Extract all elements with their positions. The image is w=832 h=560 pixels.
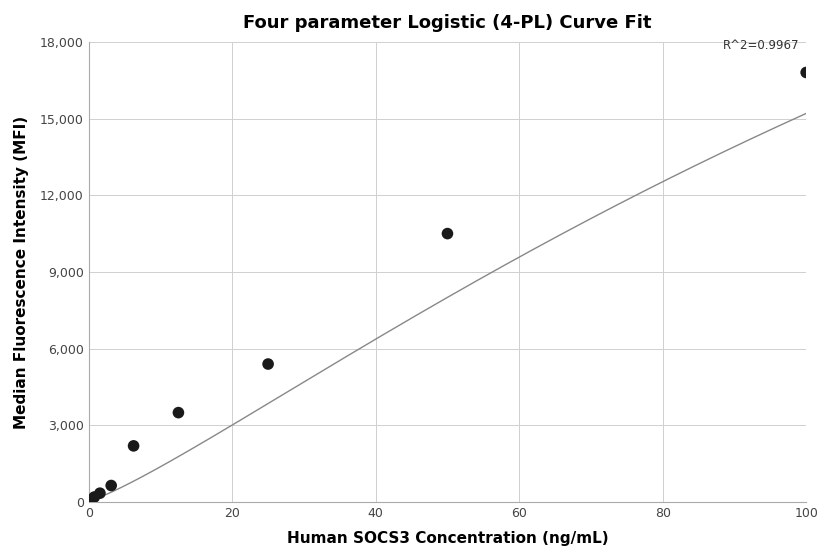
- Y-axis label: Median Fluorescence Intensity (MFI): Median Fluorescence Intensity (MFI): [14, 115, 29, 428]
- Point: [441, 229, 454, 238]
- Point: [127, 441, 141, 450]
- Point: [105, 481, 118, 490]
- Point: [85, 495, 98, 504]
- X-axis label: Human SOCS3 Concentration (ng/mL): Human SOCS3 Concentration (ng/mL): [287, 531, 608, 546]
- Point: [93, 489, 106, 498]
- Point: [800, 68, 813, 77]
- Point: [87, 493, 101, 502]
- Point: [171, 408, 185, 417]
- Text: R^2=0.9967: R^2=0.9967: [722, 39, 799, 52]
- Point: [261, 360, 275, 368]
- Title: Four parameter Logistic (4-PL) Curve Fit: Four parameter Logistic (4-PL) Curve Fit: [243, 14, 651, 32]
